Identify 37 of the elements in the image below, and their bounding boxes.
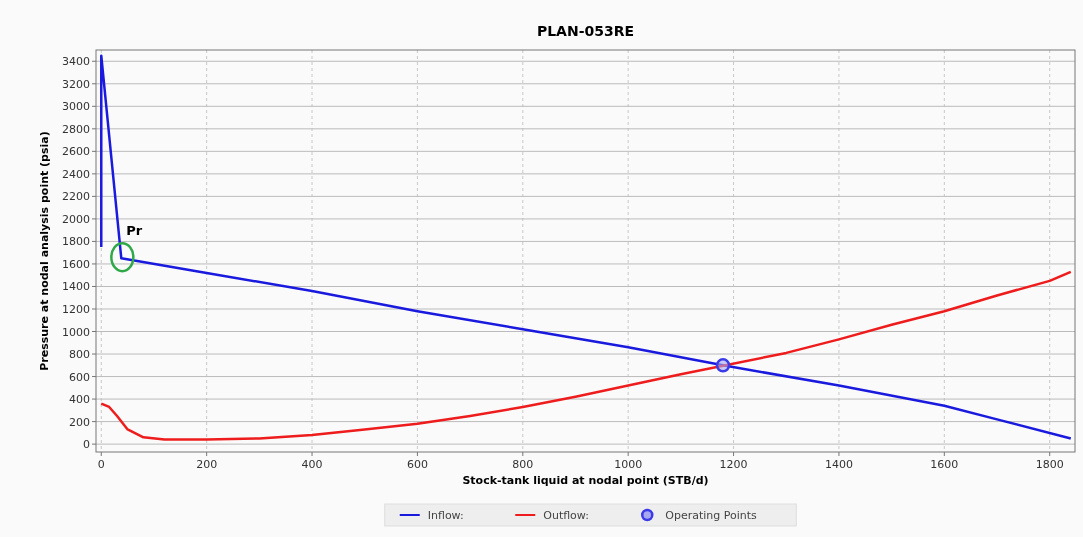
y-tick-label: 600 bbox=[69, 370, 90, 384]
chart-title: PLAN-053RE bbox=[536, 23, 635, 39]
annotation: Pr bbox=[126, 223, 143, 239]
y-tick-label: 1000 bbox=[62, 325, 90, 339]
x-tick-label: 200 bbox=[196, 458, 218, 471]
y-tick-label: 0 bbox=[83, 438, 90, 452]
y-axis-title: Pressure at nodal analysis point (psia) bbox=[38, 131, 51, 371]
y-tick-label: 200 bbox=[69, 415, 90, 429]
x-tick-label: 1200 bbox=[719, 458, 748, 471]
y-tick-label: 400 bbox=[69, 393, 90, 407]
legend-label: Operating Points bbox=[665, 509, 758, 522]
x-tick-label: 1600 bbox=[930, 458, 959, 471]
x-tick-label: 0 bbox=[97, 458, 105, 471]
y-tick-label: 1200 bbox=[62, 302, 90, 316]
y-tick-label: 2800 bbox=[62, 122, 90, 136]
x-tick-label: 1000 bbox=[614, 458, 643, 471]
y-tick-label: 2600 bbox=[62, 145, 90, 159]
y-tick-label: 1400 bbox=[62, 280, 90, 294]
x-tick-label: 800 bbox=[512, 458, 534, 471]
x-axis-title: Stock-tank liquid at nodal point (STB/d) bbox=[462, 474, 709, 487]
x-tick-label: 600 bbox=[406, 458, 428, 471]
y-tick-label: 2200 bbox=[62, 190, 90, 204]
legend-label: Outflow: bbox=[543, 509, 589, 522]
y-tick-label: 2400 bbox=[62, 167, 90, 181]
legend-label: Inflow: bbox=[427, 509, 464, 522]
y-tick-label: 1600 bbox=[62, 257, 90, 271]
x-tick-label: 1800 bbox=[1035, 458, 1064, 471]
x-tick-label: 1400 bbox=[824, 458, 853, 471]
y-tick-label: 1800 bbox=[62, 235, 90, 249]
y-tick-label: 3200 bbox=[62, 77, 90, 91]
x-tick-label: 400 bbox=[301, 458, 323, 471]
y-tick-label: 3000 bbox=[62, 100, 90, 114]
y-tick-label: 3400 bbox=[62, 55, 90, 69]
y-tick-label: 800 bbox=[69, 348, 90, 362]
line-series bbox=[100, 54, 1073, 440]
line-series bbox=[100, 270, 1073, 441]
y-tick-label: 2000 bbox=[62, 212, 90, 226]
